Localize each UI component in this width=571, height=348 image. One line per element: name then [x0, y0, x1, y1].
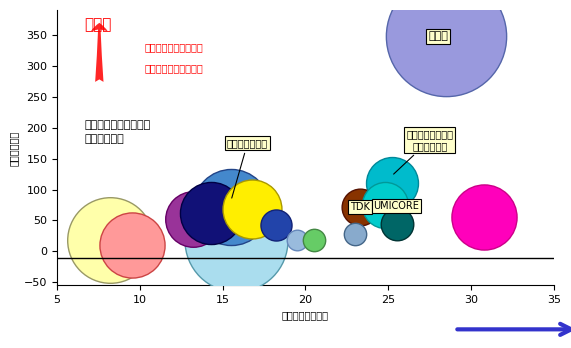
Point — [106, 237, 115, 243]
Point — [188, 216, 198, 222]
Point — [356, 204, 365, 210]
Point — [226, 204, 235, 210]
X-axis label: 権利者最高スコア: 権利者最高スコア — [282, 311, 329, 321]
Text: 豊田中央研究所: 豊田中央研究所 — [227, 138, 268, 198]
Point — [207, 210, 216, 216]
Point — [387, 181, 396, 186]
Text: 企業ごとのパテントスコア最高点: 企業ごとのパテントスコア最高点 — [425, 346, 513, 348]
Point — [380, 202, 389, 208]
Text: TDK: TDK — [350, 202, 370, 212]
Text: パテントスコア平均値: パテントスコア平均値 — [144, 42, 203, 53]
Text: ソニー: ソニー — [428, 31, 448, 41]
Text: 総合力: 総合力 — [85, 17, 112, 32]
Point — [292, 237, 301, 243]
Y-axis label: 権利者スコア: 権利者スコア — [9, 130, 18, 166]
Text: UMICORE: UMICORE — [373, 201, 420, 211]
Text: フランス国立科学
研究センター: フランス国立科学 研究センター — [393, 129, 453, 174]
Point — [480, 215, 489, 220]
Point — [309, 237, 318, 243]
Point — [351, 231, 360, 237]
Point — [127, 243, 136, 248]
Point — [392, 221, 401, 226]
Point — [271, 223, 280, 228]
Text: 円の大きさ：出願件数
（開発規模）: 円の大きさ：出願件数 （開発規模） — [85, 120, 151, 144]
Point — [231, 237, 240, 243]
Point — [441, 34, 451, 39]
Text: 以上を企業ごとに算定: 以上を企業ごとに算定 — [144, 63, 203, 73]
Point — [248, 207, 257, 212]
